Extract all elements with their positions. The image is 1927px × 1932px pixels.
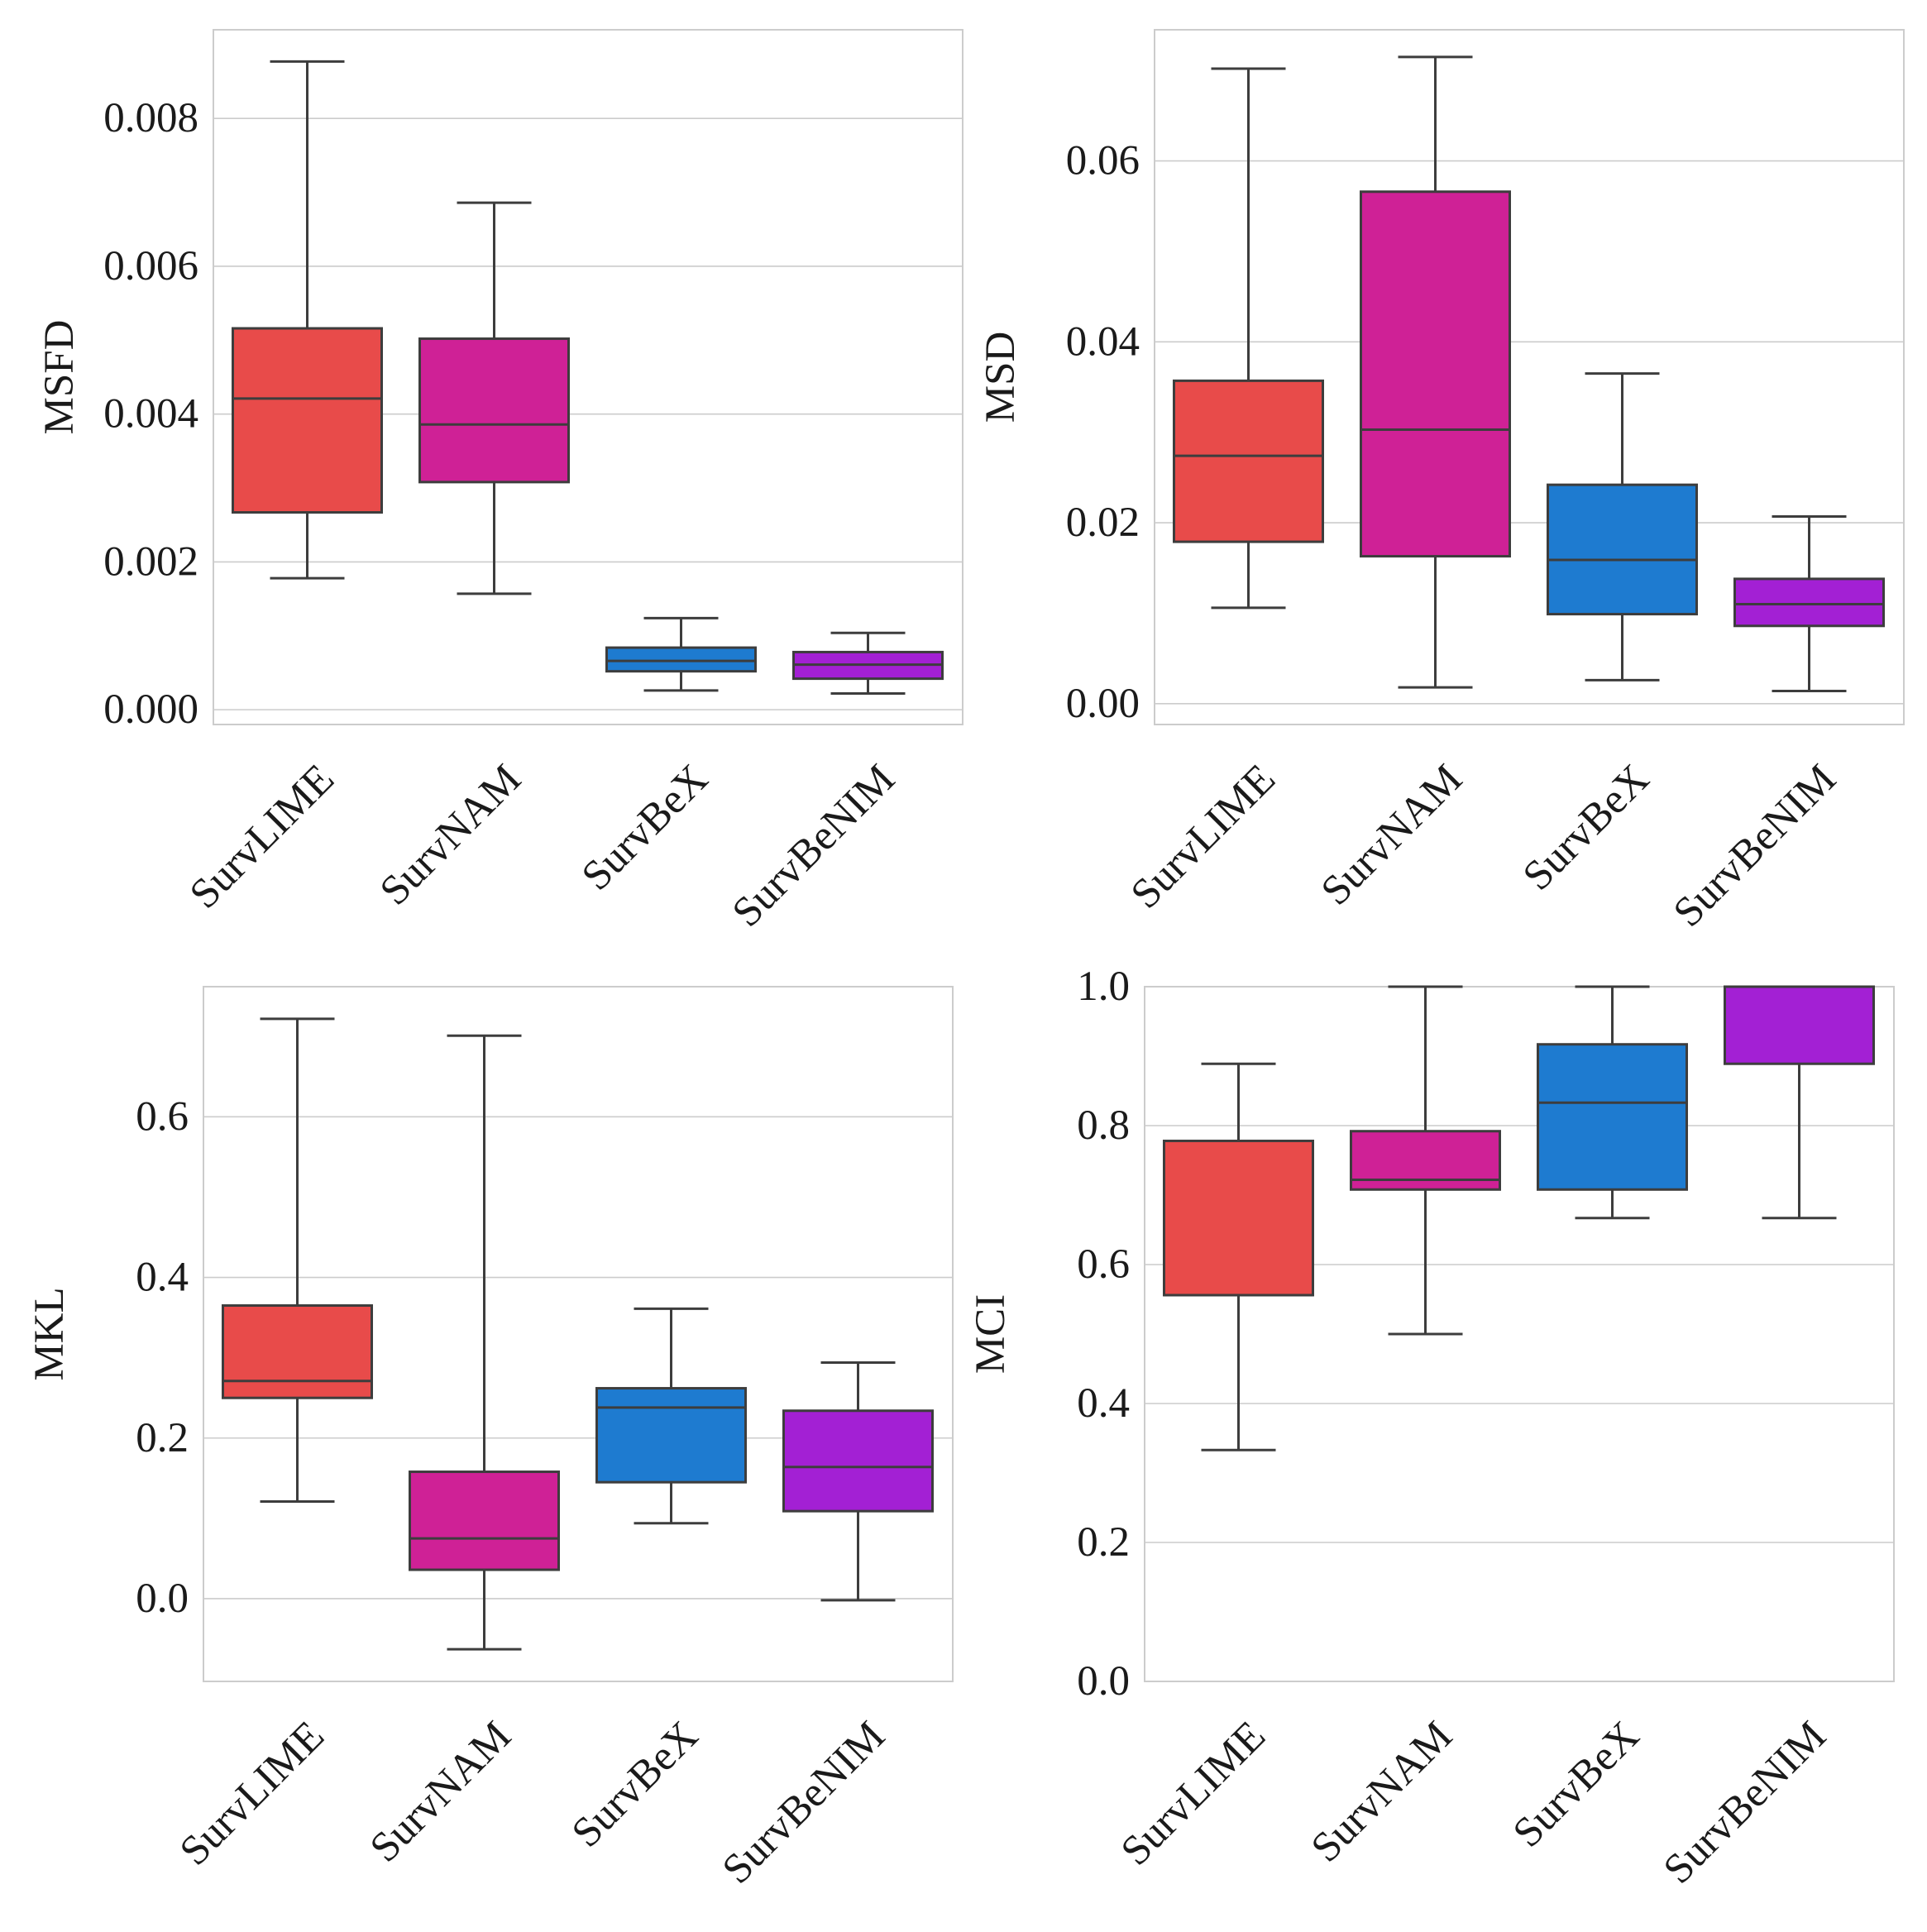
- y-tick-label: 0.6: [1077, 1241, 1130, 1288]
- iqr-box: [409, 1471, 560, 1571]
- y-axis-label: MKL: [26, 1287, 73, 1380]
- box-survlime: [232, 60, 383, 580]
- x-tick-label: SurvBeX: [1504, 1713, 1648, 1857]
- x-tick-label: SurvNAM: [371, 756, 530, 915]
- panel-mci: 0.0 0.2 0.4 0.6 0.8 1.0 MCI SurvLIME SurvNAM Surv…: [968, 964, 1895, 1893]
- box-survbex: [605, 616, 757, 692]
- iqr-box: [418, 337, 570, 484]
- box-survlime: [1163, 1062, 1314, 1451]
- x-tick-label: SurvLIME: [1112, 1713, 1274, 1875]
- box-survbex: [595, 1307, 747, 1525]
- y-tick-label: 0.6: [136, 1093, 189, 1140]
- x-tick-label: SurvNAM: [361, 1713, 520, 1872]
- box-survnam: [1360, 55, 1511, 689]
- y-tick-label: 0.02: [1066, 500, 1140, 546]
- axes-frame: [203, 986, 954, 1682]
- x-tick-label: SurvBeNIM: [724, 756, 904, 936]
- y-tick-label: 0.06: [1066, 138, 1140, 184]
- box-survbex: [1537, 985, 1688, 1220]
- x-tick-label: SurvBeNIM: [1655, 1713, 1835, 1893]
- axes-frame: [1154, 29, 1905, 725]
- y-tick-label: 0.0: [1077, 1658, 1130, 1705]
- x-tick-label: SurvBeX: [563, 1713, 707, 1857]
- panel-mkl: 0.0 0.2 0.4 0.6 MKL SurvLIME SurvNAM SurvBeX Sur…: [26, 986, 954, 1893]
- box-survbenim: [782, 1361, 934, 1602]
- box-survbenim: [792, 631, 944, 695]
- y-tick-label: 0.04: [1066, 318, 1140, 365]
- x-tick-label: SurvNAM: [1303, 1713, 1461, 1872]
- y-tick-label: 0.8: [1077, 1102, 1130, 1149]
- y-tick-label: 0.4: [136, 1255, 189, 1301]
- x-tick-label: SurvLIME: [171, 1713, 333, 1875]
- y-tick-label: 0.00: [1066, 681, 1140, 727]
- x-tick-label: SurvBeX: [1514, 756, 1658, 900]
- iqr-box: [232, 327, 383, 514]
- x-tick-label: SurvBeNIM: [1665, 756, 1845, 936]
- iqr-box: [1733, 577, 1885, 628]
- x-tick-label: SurvBeX: [573, 756, 717, 900]
- box-survnam: [1350, 985, 1501, 1336]
- y-tick-label: 0.002: [103, 538, 198, 585]
- box-survnam: [409, 1034, 560, 1651]
- y-tick-label: 0.000: [103, 686, 198, 733]
- y-tick-label: 0.008: [103, 95, 198, 141]
- iqr-box: [1724, 985, 1875, 1065]
- y-tick-label: 0.2: [136, 1415, 189, 1461]
- box-survbenim: [1733, 514, 1885, 693]
- iqr-box: [1360, 190, 1511, 558]
- y-axis-label: MCI: [968, 1294, 1014, 1374]
- iqr-box: [782, 1409, 934, 1513]
- box-survbex: [1547, 372, 1698, 681]
- iqr-box: [222, 1304, 373, 1399]
- y-tick-label: 0.4: [1077, 1380, 1130, 1427]
- box-survlime: [1173, 67, 1324, 610]
- x-tick-label: SurvBeNIM: [714, 1713, 894, 1893]
- x-tick-label: SurvLIME: [181, 756, 343, 918]
- x-tick-label: SurvNAM: [1313, 756, 1471, 915]
- box-survlime: [222, 1017, 373, 1503]
- iqr-box: [1537, 1043, 1688, 1191]
- box-survbenim: [1724, 985, 1875, 1220]
- y-axis-label: MSD: [978, 332, 1024, 423]
- iqr-box: [605, 646, 757, 673]
- y-tick-label: 0.004: [103, 391, 198, 438]
- y-tick-label: 0.006: [103, 243, 198, 289]
- iqr-box: [595, 1387, 747, 1484]
- axes-frame: [213, 29, 964, 725]
- y-tick-label: 1.0: [1077, 964, 1130, 1010]
- iqr-box: [1547, 483, 1698, 616]
- y-tick-label: 0.0: [136, 1576, 189, 1622]
- y-tick-label: 0.2: [1077, 1519, 1130, 1566]
- panel-msd: 0.00 0.02 0.04 0.06 MSD SurvLIME SurvNAM SurvBe…: [978, 29, 1905, 936]
- x-tick-label: SurvLIME: [1122, 756, 1284, 918]
- y-axis-label: MSFD: [36, 320, 83, 435]
- axes-frame: [1144, 986, 1895, 1682]
- box-survnam: [418, 201, 570, 595]
- iqr-box: [1163, 1139, 1314, 1297]
- iqr-box: [1173, 379, 1324, 543]
